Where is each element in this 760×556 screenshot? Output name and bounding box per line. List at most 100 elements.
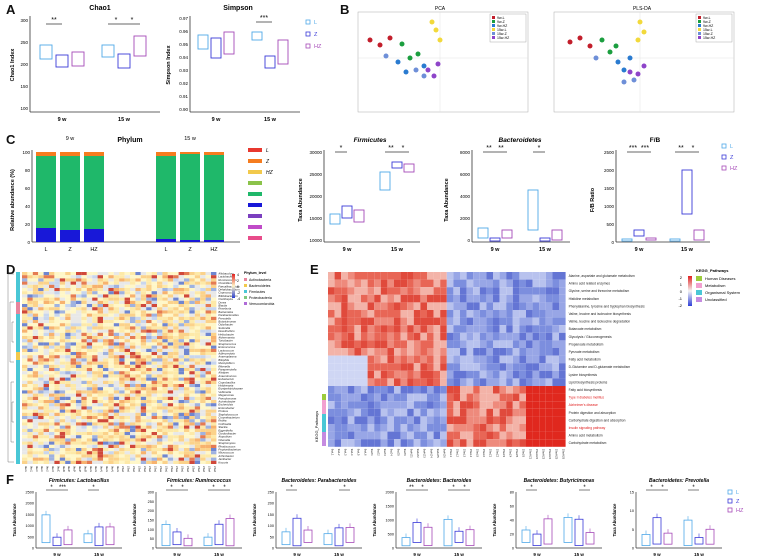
heatmap-d-cell [151,291,157,295]
heatmap-e-cell [486,272,493,280]
f-box [323,533,333,546]
heatmap-d-cell [49,428,55,432]
heatmap-e-cell [354,287,361,295]
heatmap-d-cell [178,358,184,362]
heatmap-e-cell [427,431,434,440]
heatmap-d-cell [162,300,168,304]
heatmap-d-cell [43,406,49,410]
heatmap-d-cell [113,307,120,311]
heatmap-e-cell [460,393,467,402]
heatmap-d-cell [173,364,179,368]
heatmap-d-cell [135,438,141,442]
heatmap-d-cell [178,387,184,391]
heatmap-d-cell [200,361,206,365]
heatmap-e-cell [539,378,546,386]
heatmap-d-cell [43,358,49,362]
heatmap-d-cell [167,304,174,308]
heatmap-d-cell [194,396,201,400]
heatmap-d-cell [146,342,152,346]
heatmap-d-cell [103,460,109,464]
heatmap-d-cell [49,320,55,324]
heatmap-d-cell [38,448,44,452]
heatmap-d-cell [157,281,163,285]
heatmap-d-cell [162,313,168,317]
heatmap-e-cell [433,325,441,333]
heatmap-d-cell [32,355,39,359]
heatmap-e-sample: 9wZ2 [377,449,381,456]
heatmap-d-cell [151,364,157,368]
heatmap-d-cell [189,428,195,432]
heatmap-d-cell [211,448,217,452]
heatmap-e-cell [341,325,348,333]
heatmap-e-cell [499,393,507,402]
heatmap-d-cell [103,281,109,285]
heatmap-d-genus: Bilophila [218,358,229,362]
heatmap-d-cell [81,441,87,445]
heatmap-d-cell [22,297,28,301]
heatmap-d-cell [162,403,168,407]
heatmap-d-cell [124,412,130,416]
heatmap-d-cell [97,358,103,362]
heatmap-d-cell [157,297,163,301]
heatmap-d-cell [178,348,184,352]
heatmap-d-cell [178,281,184,285]
heatmap-e-cell [512,317,520,326]
heatmap-d-cell [86,390,93,394]
heatmap-d-cell [178,339,184,343]
heatmap-d-cell [189,435,195,439]
heatmap-d-cell [200,300,206,304]
heatmap-d-cell [130,435,136,439]
heatmap-d-cell [108,403,114,407]
heatmap-d-cell [205,352,211,356]
heatmap-d-cell [38,454,44,458]
heatmap-d-cell [97,438,103,442]
heatmap-d-cell [124,320,130,324]
heatmap-d-cell [162,432,168,436]
heatmap-e-cell [552,416,559,424]
fb-sig: ** [678,145,684,152]
heatmap-e-cell [466,416,474,424]
plsda-legend: 15w-HZ [703,36,716,40]
heatmap-d-cell [184,457,190,461]
heatmap-e-cell [499,294,507,303]
heatmap-d-cell [205,361,211,365]
heatmap-d-cell [59,281,66,285]
heatmap-e-cell [473,393,480,402]
heatmap-e-sample: 15wHZ2 [535,449,539,460]
heatmap-d-cell [59,444,66,448]
heatmap-d-cell [92,432,98,436]
heatmap-e-cell [552,279,559,288]
heatmap-e-cell [413,310,421,318]
heatmap-e-cell [334,294,342,303]
heatmap-d-cell [76,387,82,391]
heatmap-e-pathway: Carbohydrate metabolism [569,441,607,445]
heatmap-d-cell [103,416,109,420]
firmicutes-ytick: 15000 [309,216,322,221]
heatmap-d-cell [22,352,28,356]
heatmap-d-cell [113,387,120,391]
heatmap-e-cell [473,355,480,364]
heatmap-d-cell [81,297,87,301]
heatmap-d-cell [140,438,147,442]
heatmap-d-cell [59,435,66,439]
heatmap-d-cell [205,355,211,359]
heatmap-d-cell [76,438,82,442]
heatmap-d-cell [32,419,39,423]
heatmap-d-cell [157,377,163,381]
heatmap-e-cell [486,363,493,371]
heatmap-e-cell [334,279,342,288]
heatmap-d-cell [211,313,217,317]
heatmap-e-cell [341,370,348,379]
heatmap-d-cell [157,432,163,436]
heatmap-d-cell [135,297,141,301]
heatmap-d-cell [54,278,60,282]
heatmap-d-cell [194,364,201,368]
heatmap-e-pathway: Fatty acid metabolism [569,358,601,362]
heatmap-d-cell [108,313,114,317]
heatmap-e-cell [552,355,559,364]
heatmap-d-cell [65,454,71,458]
heatmap-e-cell [433,386,441,394]
heatmap-d-cell [38,358,44,362]
heatmap-e-cell [387,416,394,424]
heatmap-d-cell [38,425,44,429]
